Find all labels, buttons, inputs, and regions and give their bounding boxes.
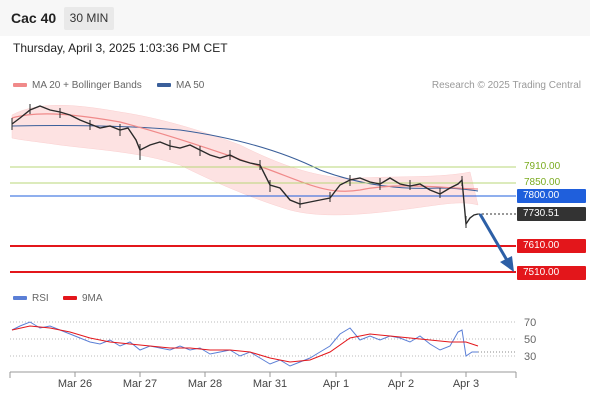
- timestamp: Thursday, April 3, 2025 1:03:36 PM CET: [13, 41, 228, 55]
- last-price-label: 7730.51: [517, 207, 586, 221]
- rsi-line: [11, 321, 478, 367]
- ma20-line: [11, 113, 479, 192]
- x-label: Mar 26: [58, 378, 92, 390]
- rsi-tick: 30: [524, 351, 536, 363]
- legend-rsi: RSI: [13, 293, 49, 304]
- x-label: Apr 3: [453, 378, 479, 390]
- price-series: [11, 105, 479, 227]
- legend-ma20-bb: MA 20 + Bollinger Bands: [13, 80, 142, 91]
- x-label: Apr 1: [323, 378, 349, 390]
- research-credit: Research © 2025 Trading Central: [431, 80, 581, 91]
- pivot-label: 7800.00: [517, 189, 586, 203]
- legend-ma50: MA 50: [157, 80, 204, 91]
- x-label: Mar 31: [253, 378, 287, 390]
- rsi-tick: 70: [524, 317, 536, 329]
- forecast-arrowhead: [500, 256, 514, 272]
- s2-label: 7510.00: [517, 266, 586, 280]
- x-label: Mar 28: [188, 378, 222, 390]
- x-label: Apr 2: [388, 378, 414, 390]
- rsi-ma-line: [11, 325, 479, 363]
- rsi-ma-swatch: [63, 296, 77, 301]
- s1-label: 7610.00: [517, 239, 586, 253]
- ma50-swatch: [157, 83, 171, 88]
- timeframe-button[interactable]: 30 MIN: [64, 7, 114, 30]
- rsi-swatch: [13, 296, 27, 301]
- rsi-tick: 50: [524, 334, 536, 346]
- r1-label: 7850.00: [524, 177, 561, 188]
- r2-label: 7910.00: [524, 161, 561, 172]
- bollinger-band: [11, 105, 479, 216]
- legend-9ma: 9MA: [63, 293, 103, 304]
- candles: [11, 104, 467, 228]
- ma20-swatch: [13, 83, 27, 88]
- top-bar: Cac 40 30 MIN: [0, 0, 590, 36]
- symbol-title: Cac 40: [11, 10, 57, 26]
- forecast-arrow: [478, 213, 510, 263]
- x-label: Mar 27: [123, 378, 157, 390]
